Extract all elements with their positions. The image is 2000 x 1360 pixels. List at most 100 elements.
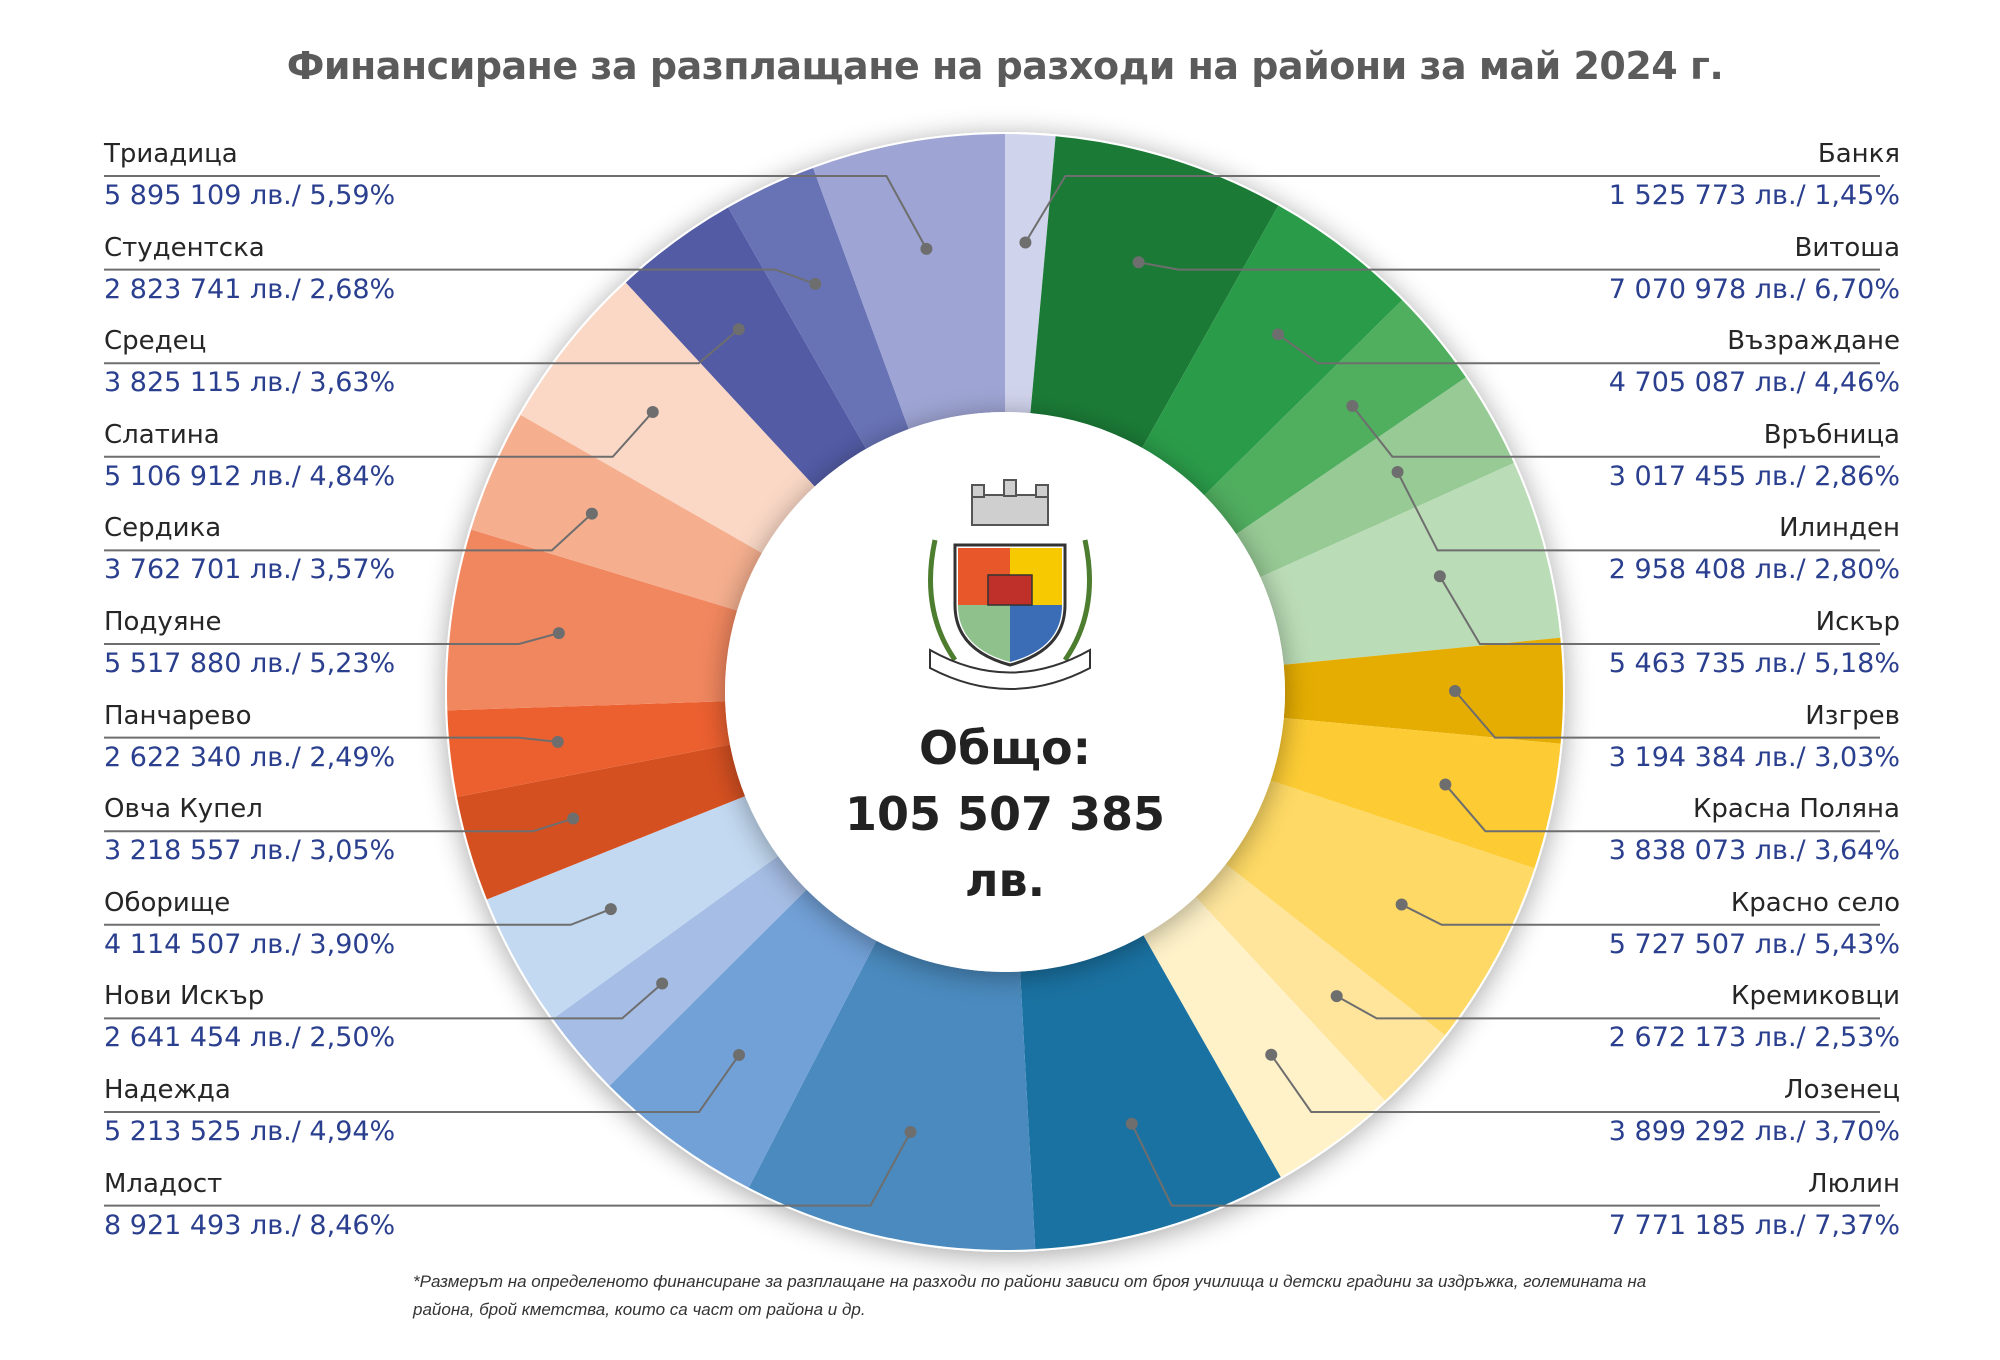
- leader-dot: [732, 323, 745, 336]
- district-name: Оборище: [104, 887, 231, 918]
- district-name: Възраждане: [1727, 326, 1900, 357]
- slice-16: [456, 744, 746, 900]
- district-value: 5 106 912 лв./ 4,84%: [104, 460, 396, 492]
- district-label: Младост 8 921 493 лв./ 8,46%: [104, 1166, 664, 1246]
- district-label: Възраждане 4 705 087 лв./ 4,46%: [1340, 323, 1900, 403]
- district-value: 5 463 735 лв./ 5,18%: [1608, 648, 1900, 679]
- district-label: Кремиковци 2 672 173 лв./ 2,53%: [1340, 978, 1900, 1058]
- district-label: Лозенец 3 899 292 лв./ 3,70%: [1340, 1072, 1900, 1152]
- district-name: Кремиковци: [1731, 981, 1900, 1012]
- leader-dot: [567, 812, 580, 825]
- leader-dot: [552, 627, 565, 640]
- district-name: Младост: [104, 1168, 223, 1199]
- sofia-coat-of-arms-icon: [928, 479, 1092, 690]
- district-label: Студентска 2 823 741 лв./ 2,68%: [104, 230, 664, 310]
- leader-line: [104, 328, 740, 365]
- slice-10: [1143, 897, 1386, 1178]
- leader-line: [1130, 1123, 1880, 1207]
- district-name: Красно село: [1730, 887, 1900, 918]
- district-name: Връбница: [1763, 419, 1900, 450]
- slice-21: [625, 207, 867, 487]
- leader-line: [104, 908, 612, 926]
- district-value: 2 622 340 лв./ 2,49%: [104, 741, 396, 773]
- district-label: Сердика 3 762 701 лв./ 3,57%: [104, 510, 664, 590]
- district-label: Витоша 7 070 978 лв./ 6,70%: [1340, 230, 1900, 310]
- slice-11: [1020, 935, 1281, 1250]
- district-value: 2 672 173 лв./ 2,53%: [1608, 1022, 1900, 1054]
- leader-dot: [1132, 256, 1145, 269]
- leader-dot: [733, 1048, 746, 1061]
- district-value: 5 727 507 лв./ 5,43%: [1608, 928, 1900, 960]
- leader-line: [1277, 333, 1880, 365]
- district-name: Овча Купел: [104, 794, 263, 825]
- leader-dot: [920, 242, 933, 255]
- leader-line: [1138, 261, 1880, 271]
- leader-line: [104, 982, 663, 1020]
- total-value: 105 507 385 лв.: [844, 787, 1166, 907]
- slice-17: [447, 701, 730, 797]
- slice-2: [1142, 205, 1403, 496]
- slice-4: [1236, 377, 1514, 578]
- footnote: *Размерът на определеното финансиране за…: [413, 1272, 1647, 1319]
- leader-dot: [1439, 778, 1452, 791]
- slice-22: [728, 168, 909, 449]
- leader-line: [1270, 1054, 1880, 1113]
- district-name: Красна Поляна: [1692, 794, 1900, 825]
- district-value: 5 895 109 лв./ 5,59%: [104, 180, 396, 211]
- leader-line: [104, 736, 558, 743]
- leader-line: [104, 1054, 740, 1113]
- leader-line: [1444, 783, 1880, 833]
- district-label: Подуяне 5 517 880 лв./ 5,23%: [104, 604, 664, 684]
- district-value: 3 194 384 лв./ 3,03%: [1608, 741, 1900, 773]
- leader-line: [104, 411, 654, 458]
- slice-5: [1260, 463, 1561, 665]
- district-name: Витоша: [1794, 232, 1900, 263]
- leader-dot: [904, 1125, 917, 1138]
- chart-title: Финансиране за разплащане на разходи на …: [286, 44, 1724, 88]
- district-value: 3 762 701 лв./ 3,57%: [104, 554, 396, 586]
- district-label: Връбница 3 017 455 лв./ 2,86%: [1340, 417, 1900, 497]
- leader-dot: [1019, 236, 1032, 249]
- district-name: Слатина: [104, 419, 220, 450]
- leader-line: [104, 817, 574, 833]
- leader-dot: [656, 977, 669, 990]
- leader-dot: [604, 903, 617, 916]
- total-label: Общо:: [918, 721, 1092, 775]
- district-label: Искър 5 463 735 лв./ 5,18%: [1340, 604, 1900, 684]
- district-label: Панчарево 2 622 340 лв./ 2,49%: [104, 698, 664, 778]
- district-value: 3 825 115 лв./ 3,63%: [104, 367, 396, 399]
- district-value: 1 525 773 лв./ 1,45%: [1608, 180, 1900, 211]
- slice-20: [520, 282, 815, 553]
- district-label: Красно село 5 727 507 лв./ 5,43%: [1340, 885, 1900, 965]
- leader-lines: [104, 175, 1880, 1207]
- leader-line: [1401, 903, 1880, 926]
- donut-hole: [725, 412, 1285, 972]
- leader-dot: [1346, 399, 1359, 412]
- leader-dot: [551, 735, 564, 748]
- leader-dot: [1391, 465, 1404, 478]
- district-name: Люлин: [1808, 1168, 1900, 1199]
- slice-12: [748, 940, 1036, 1250]
- district-name: Средец: [104, 326, 207, 357]
- leader-line: [1024, 175, 1880, 243]
- leader-line: [1439, 575, 1880, 645]
- district-name: Искър: [1815, 607, 1900, 637]
- slice-1: [1030, 136, 1279, 448]
- district-name: Панчарево: [104, 700, 252, 731]
- district-label: Банкя 1 525 773 лв./ 1,45%: [1340, 136, 1900, 216]
- district-label: Нови Искър 2 641 454 лв./ 2,50%: [104, 978, 664, 1058]
- district-value: 3 838 073 лв./ 3,64%: [1608, 835, 1900, 867]
- district-label: Надежда 5 213 525 лв./ 4,94%: [104, 1072, 664, 1152]
- district-name: Сердика: [104, 513, 222, 544]
- district-label: Овча Купел 3 218 557 лв./ 3,05%: [104, 791, 664, 871]
- leader-dot: [646, 405, 659, 418]
- leader-line: [1351, 405, 1880, 458]
- district-name: Лозенец: [1784, 1075, 1900, 1105]
- district-value: 4 114 507 лв./ 3,90%: [104, 928, 396, 960]
- district-value: 3 899 292 лв./ 3,70%: [1608, 1116, 1900, 1147]
- district-label: Красна Поляна 3 838 073 лв./ 3,64%: [1340, 791, 1900, 871]
- district-name: Триадица: [104, 139, 238, 169]
- leader-line: [1396, 471, 1880, 552]
- leader-dot: [1125, 1117, 1138, 1130]
- leader-dot: [585, 507, 598, 520]
